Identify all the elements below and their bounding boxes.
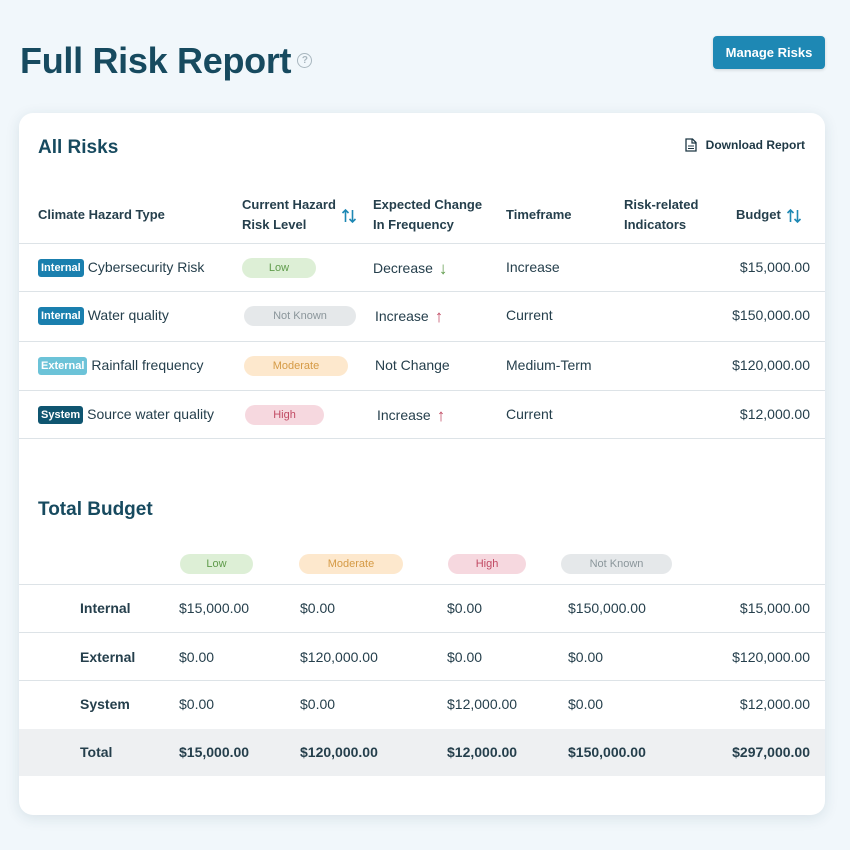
- total-low: $15,000.00: [179, 744, 250, 760]
- budget-low: $15,000.00: [179, 600, 250, 616]
- expected-change: Decrease ↓: [373, 259, 447, 279]
- divider: [19, 291, 825, 292]
- divider: [19, 680, 825, 681]
- budget-total: $12,000.00: [739, 696, 810, 712]
- risk-level-badge: Moderate: [244, 356, 348, 376]
- col-change-line1: Expected Change: [373, 197, 483, 212]
- col-budget[interactable]: Budget: [736, 207, 781, 222]
- risk-report-card: All Risks Download Report Climate Hazard…: [19, 113, 825, 815]
- budget-moderate: $0.00: [300, 696, 336, 712]
- legend-not-known-badge: Not Known: [561, 554, 672, 574]
- sort-icon[interactable]: [786, 208, 802, 224]
- arrow-up-icon: ↑: [434, 307, 444, 326]
- total-budget-title: Total Budget: [38, 499, 153, 520]
- divider: [19, 584, 825, 585]
- help-icon[interactable]: ?: [297, 52, 313, 68]
- total-high: $12,000.00: [447, 744, 518, 760]
- budget-total: $120,000.00: [732, 649, 810, 665]
- expected-change: Not Change: [375, 357, 450, 373]
- budget-high: $0.00: [447, 649, 483, 665]
- total-row: [19, 729, 825, 776]
- budget-row-label: External: [80, 649, 136, 665]
- divider: [19, 438, 825, 439]
- budget-low: $0.00: [179, 696, 215, 712]
- divider: [19, 341, 825, 342]
- change-text: Increase: [377, 407, 431, 423]
- budget-value: $12,000.00: [739, 406, 810, 422]
- legend-low-badge: Low: [180, 554, 253, 574]
- budget-value: $120,000.00: [732, 357, 810, 373]
- arrow-down-icon: ↓: [438, 259, 448, 278]
- expected-change: Increase ↑: [375, 307, 443, 327]
- budget-row-label: Total: [80, 744, 113, 760]
- hazard-name: Rainfall frequency: [91, 357, 204, 373]
- col-indicators[interactable]: Risk-related Indicators: [624, 195, 698, 235]
- col-change-line2: In Frequency: [373, 217, 454, 232]
- timeframe: Medium-Term: [506, 357, 592, 373]
- budget-row-label: Internal: [80, 600, 131, 616]
- legend-high-badge: High: [448, 554, 526, 574]
- col-risk-level-line1: Current Hazard: [242, 197, 336, 212]
- budget-value: $15,000.00: [739, 259, 810, 275]
- col-expected-change[interactable]: Expected Change In Frequency: [373, 195, 482, 235]
- col-risk-level[interactable]: Current Hazard Risk Level: [242, 195, 336, 235]
- table-row-hazard[interactable]: System Source water quality: [38, 406, 214, 424]
- all-risks-title: All Risks: [38, 137, 119, 158]
- col-timeframe[interactable]: Timeframe: [506, 207, 572, 222]
- change-text: Decrease: [373, 260, 433, 276]
- timeframe: Increase: [506, 259, 560, 275]
- table-row-hazard[interactable]: Internal Cybersecurity Risk: [38, 259, 204, 277]
- divider: [19, 243, 825, 244]
- budget-value: $150,000.00: [732, 307, 810, 323]
- budget-total: $15,000.00: [739, 600, 810, 616]
- budget-high: $0.00: [447, 600, 483, 616]
- divider: [19, 632, 825, 633]
- total-moderate: $120,000.00: [300, 744, 378, 760]
- hazard-name: Cybersecurity Risk: [87, 259, 205, 275]
- budget-high: $12,000.00: [447, 696, 518, 712]
- change-text: Not Change: [375, 357, 450, 373]
- source-badge: External: [38, 357, 88, 375]
- total-not-known: $150,000.00: [568, 744, 646, 760]
- risk-level-badge: Low: [242, 258, 316, 278]
- table-row-hazard[interactable]: External Rainfall frequency: [38, 357, 203, 375]
- sort-icon[interactable]: [341, 208, 357, 224]
- document-icon: [685, 138, 697, 152]
- timeframe: Current: [506, 406, 553, 422]
- budget-low: $0.00: [179, 649, 215, 665]
- col-indicators-line2: Indicators: [624, 217, 687, 232]
- col-risk-level-line2: Risk Level: [242, 217, 307, 232]
- source-badge: Internal: [38, 259, 84, 277]
- page-title: Full Risk Report?: [20, 40, 313, 82]
- budget-moderate: $0.00: [300, 600, 336, 616]
- source-badge: Internal: [38, 307, 84, 325]
- arrow-up-icon: ↑: [436, 406, 446, 425]
- col-hazard-type[interactable]: Climate Hazard Type: [38, 207, 165, 222]
- expected-change: Increase ↑: [377, 406, 445, 426]
- budget-not-known: $0.00: [568, 696, 604, 712]
- manage-risks-button[interactable]: Manage Risks: [713, 36, 825, 69]
- download-report-link[interactable]: Download Report: [685, 138, 805, 152]
- download-report-label: Download Report: [705, 138, 805, 152]
- table-row-hazard[interactable]: Internal Water quality: [38, 307, 169, 325]
- budget-not-known: $0.00: [568, 649, 604, 665]
- legend-moderate-badge: Moderate: [299, 554, 403, 574]
- budget-row-label: System: [80, 696, 130, 712]
- hazard-name: Water quality: [87, 307, 169, 323]
- risk-level-badge: High: [245, 405, 324, 425]
- change-text: Increase: [375, 308, 429, 324]
- budget-not-known: $150,000.00: [568, 600, 646, 616]
- col-indicators-line1: Risk-related: [624, 197, 699, 212]
- timeframe: Current: [506, 307, 553, 323]
- budget-moderate: $120,000.00: [300, 649, 378, 665]
- hazard-name: Source water quality: [87, 406, 214, 422]
- risk-level-badge: Not Known: [244, 306, 356, 326]
- source-badge: System: [38, 406, 84, 424]
- grand-total: $297,000.00: [732, 744, 810, 760]
- divider: [19, 390, 825, 391]
